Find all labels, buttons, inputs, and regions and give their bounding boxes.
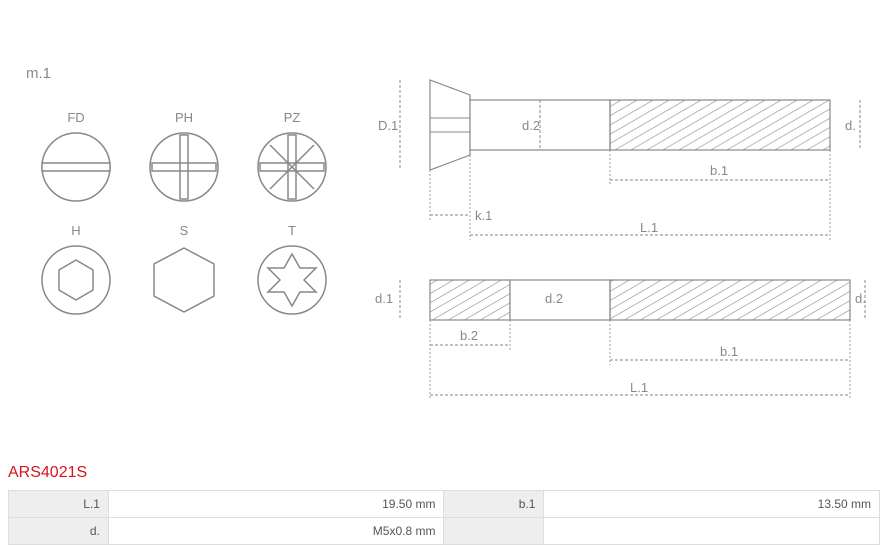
dim-d: d.	[845, 118, 856, 133]
drive-label: FD	[67, 110, 84, 125]
spec-value	[544, 518, 880, 545]
spec-key	[444, 518, 544, 545]
drive-label: PZ	[284, 110, 301, 125]
torx-icon	[256, 244, 328, 316]
spec-key: L.1	[9, 491, 109, 518]
drive-label: H	[71, 223, 80, 238]
drive-t: T	[256, 223, 328, 316]
spec-value: M5x0.8 mm	[108, 518, 444, 545]
drive-label: S	[180, 223, 189, 238]
dim2-b2: b.2	[460, 328, 478, 343]
screw-diagram-area: D.1 d.2 d. b.1 k.1 L.1	[370, 60, 880, 420]
phillips-icon	[148, 131, 220, 203]
part-number-title: ARS4021S	[8, 464, 87, 482]
table-row: d. M5x0.8 mm	[9, 518, 880, 545]
hexagon-icon	[148, 244, 220, 316]
spec-key: d.	[9, 518, 109, 545]
drive-h: H	[40, 223, 112, 316]
dim-k1: k.1	[475, 208, 492, 223]
dim-d2: d.2	[522, 118, 540, 133]
drive-label: PH	[175, 110, 193, 125]
drive-ph: PH	[148, 110, 220, 203]
dim2-b1: b.1	[720, 344, 738, 359]
dim2-d: d.	[855, 291, 866, 306]
spec-value: 13.50 mm	[544, 491, 880, 518]
drive-type-grid: FD PH PZ H	[40, 110, 340, 336]
spec-value: 19.50 mm	[108, 491, 444, 518]
dim-b1: b.1	[710, 163, 728, 178]
spec-table: L.1 19.50 mm b.1 13.50 mm d. M5x0.8 mm	[8, 490, 880, 545]
dim2-d2: d.2	[545, 291, 563, 306]
dim-L1: L.1	[640, 220, 658, 235]
dim-D1: D.1	[378, 118, 398, 133]
spec-key: b.1	[444, 491, 544, 518]
pozidriv-icon	[256, 131, 328, 203]
hex-socket-icon	[40, 244, 112, 316]
drive-pz: PZ	[256, 110, 328, 203]
table-row: L.1 19.50 mm b.1 13.50 mm	[9, 491, 880, 518]
drive-label: T	[288, 223, 296, 238]
dim2-d1: d.1	[375, 291, 393, 306]
drive-fd: FD	[40, 110, 112, 203]
slot-icon	[40, 131, 112, 203]
section-label: m.1	[26, 65, 51, 82]
dim2-L1: L.1	[630, 380, 648, 395]
drive-s: S	[148, 223, 220, 316]
